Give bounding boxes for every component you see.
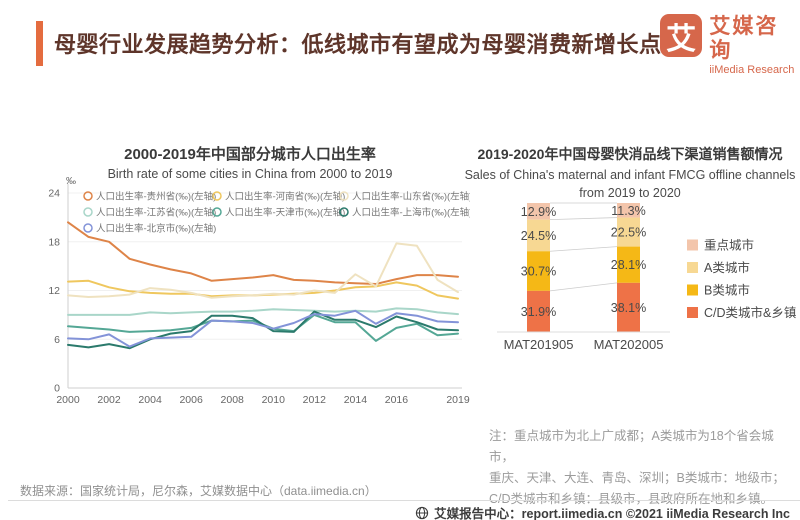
x-tick-label: 2014	[344, 394, 368, 406]
legend-marker	[83, 191, 93, 201]
y-axis-unit: ‰	[66, 176, 76, 187]
legend-label: A类城市	[704, 260, 750, 275]
legend-marker	[339, 207, 349, 217]
bar-category-label: MAT202005	[594, 337, 664, 352]
bar-segment	[617, 282, 640, 332]
line-chart-plot: 0 6 12 18 24 ‰ 2000 2002 2004 2006 2008 2010 2012 201…	[48, 176, 470, 406]
title-accent-bar	[36, 21, 43, 66]
legend-label: 重点城市	[704, 238, 754, 253]
legend-label: 人口出生率-天津市(‰)(左轴)	[225, 207, 345, 219]
globe-icon	[415, 506, 429, 519]
legend-marker	[339, 191, 349, 201]
definition-note: 注：重点城市为北上广成都；A类城市为18个省会城市， 重庆、天津、大连、青岛、深…	[489, 426, 795, 510]
bar-segment	[527, 219, 550, 252]
legend-swatch	[687, 239, 698, 251]
y-tick-label: 6	[54, 334, 60, 346]
y-tick-label: 12	[48, 285, 60, 297]
line-series-5	[67, 310, 459, 350]
segment-connector	[549, 246, 618, 252]
legend-label: 人口出生率-贵州省(‰)(左轴)	[96, 191, 216, 203]
line-series-0	[67, 221, 459, 285]
bar-segment	[527, 203, 550, 220]
legend-swatch	[687, 262, 698, 273]
x-tick-label: 2008	[221, 394, 245, 406]
bar-segment	[617, 217, 640, 247]
page-title: 母婴行业发展趋势分析：低线城市有望成为母婴消费新增长点	[54, 32, 662, 57]
note-line-3: C/D类城市和乡镇：县级市，县政府所在地和乡镇。	[489, 492, 774, 506]
legend-marker	[212, 191, 222, 201]
note-line-2: 重庆、天津、大连、青岛、深圳；B类城市：地级市；	[489, 471, 785, 485]
y-tick-label: 24	[48, 188, 60, 200]
bar-chart-title: 2019-2020年中国母婴快消品线下渠道销售额情况	[477, 146, 783, 162]
line-series-3	[67, 307, 459, 316]
brand-name-en: iiMedia Research	[709, 64, 795, 76]
brand-name-cn: 艾媒咨询	[709, 15, 779, 62]
logo-text: 艾媒咨询 iiMedia Research	[709, 14, 800, 76]
line-series-6	[67, 309, 459, 348]
fmcg-stacked-bar-chart: 2019-2020年中国母婴快消品线下渠道销售额情况 Sales of Chin…	[460, 140, 800, 377]
x-tick-label: 2016	[385, 394, 409, 406]
x-tick-label: 2002	[97, 394, 121, 406]
bar-value-label: 28.1%	[611, 258, 646, 272]
legend-label: 人口出生率-上海市(‰)(左轴)	[352, 207, 470, 219]
legend-marker	[83, 223, 93, 233]
segment-connector	[549, 217, 618, 221]
y-tick-label: 18	[48, 236, 60, 248]
legend-marker	[212, 207, 222, 217]
legend-label: B类城市	[704, 283, 750, 298]
line-chart-title: 2000-2019年中国部分城市人口出生率	[124, 146, 376, 163]
legend-label: C/D类城市&乡镇	[704, 305, 796, 320]
bar-chart-subtitle-line1: Sales of China's maternal and infant FMC…	[464, 168, 796, 182]
bar-value-label: 22.5%	[611, 226, 646, 240]
bar-value-label: 24.5%	[521, 229, 556, 243]
x-tick-label: 2019	[446, 394, 470, 406]
legend-label: 人口出生率-山东省(‰)(左轴)	[352, 191, 470, 203]
footer: 艾媒报告中心：report.iimedia.cn ©2021 iiMedia R…	[415, 503, 790, 520]
bar-chart-subtitle-line2: from 2019 to 2020	[579, 186, 681, 200]
footer-text: 艾媒报告中心：report.iimedia.cn ©2021 iiMedia R…	[434, 507, 790, 520]
legend-label: 人口出生率-河南省(‰)(左轴)	[225, 191, 345, 203]
legend-swatch	[687, 307, 698, 318]
legend-swatch	[687, 284, 698, 296]
birth-rate-line-chart: 2000-2019年中国部分城市人口出生率 Birth rate of some…	[30, 140, 470, 412]
bar-segment	[527, 290, 550, 332]
bar-value-label: 38.1%	[611, 301, 646, 315]
bar-segment	[617, 203, 640, 218]
x-tick-label: 2006	[179, 394, 203, 406]
line-series-4	[67, 313, 459, 342]
x-tick-label: 2000	[56, 394, 80, 406]
data-source: 数据来源：国家统计局，尼尔森，艾媒数据中心（data.iimedia.cn）	[20, 484, 377, 498]
segment-connector	[549, 282, 618, 292]
iimedia-logo: 艾 艾媒咨询 iiMedia Research	[660, 14, 800, 76]
legend-label: 人口出生率-江苏省(‰)(左轴)	[96, 207, 216, 219]
bar-chart-plot: MAT201905 12.9% 24.5% 30.7% 31.9% MAT202005 11…	[497, 202, 796, 352]
footer-divider	[8, 500, 800, 501]
note-line-1: 注：重点城市为北上广成都；A类城市为18个省会城市，	[489, 429, 774, 464]
bar-value-label: 12.9%	[521, 205, 556, 219]
legend-marker	[83, 207, 93, 217]
line-series-2	[67, 242, 459, 299]
bar-value-label: 30.7%	[521, 265, 556, 279]
bar-category-label: MAT201905	[504, 337, 574, 352]
y-tick-label: 0	[54, 383, 60, 395]
x-tick-label: 2004	[138, 394, 162, 406]
x-tick-label: 2010	[262, 394, 286, 406]
iimedia-logo-icon: 艾	[660, 14, 703, 57]
bar-value-label: 11.3%	[611, 204, 646, 218]
bar-value-label: 31.9%	[521, 305, 556, 319]
line-series-1	[67, 279, 459, 300]
line-chart-subtitle: Birth rate of some cities in China from …	[107, 167, 393, 181]
legend-label: 人口出生率-北京市(‰)(左轴)	[96, 223, 216, 235]
x-tick-label: 2012	[303, 394, 327, 406]
bar-segment	[527, 251, 550, 291]
bar-segment	[617, 246, 640, 283]
